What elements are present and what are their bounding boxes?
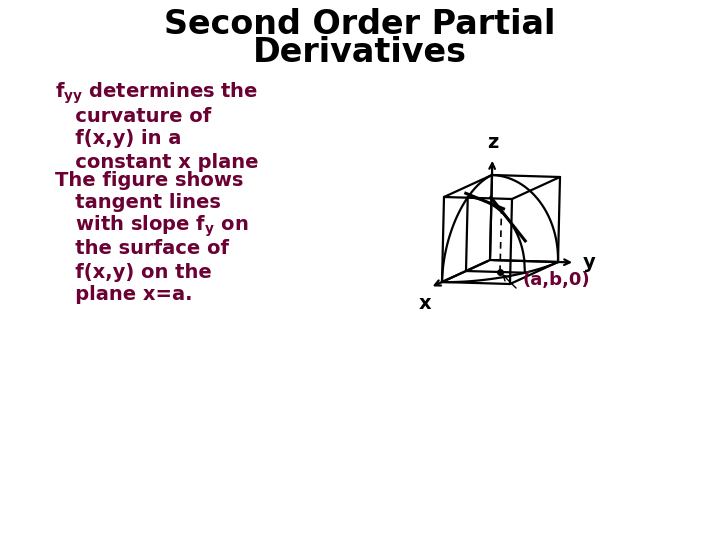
Text: f(x,y) on the: f(x,y) on the bbox=[55, 262, 212, 281]
Text: with slope f$_{\mathregular{y}}$ on: with slope f$_{\mathregular{y}}$ on bbox=[55, 213, 248, 239]
Text: plane x=a.: plane x=a. bbox=[55, 286, 192, 305]
Text: The figure shows: The figure shows bbox=[55, 171, 243, 190]
Text: f$_{\mathregular{yy}}$ determines the: f$_{\mathregular{yy}}$ determines the bbox=[55, 80, 258, 106]
Text: Second Order Partial: Second Order Partial bbox=[164, 9, 556, 42]
Text: the surface of: the surface of bbox=[55, 240, 229, 259]
Text: x: x bbox=[418, 294, 431, 313]
Text: constant x plane: constant x plane bbox=[55, 152, 258, 172]
Text: z: z bbox=[487, 133, 498, 152]
Text: y: y bbox=[582, 253, 595, 272]
Text: Derivatives: Derivatives bbox=[253, 36, 467, 69]
Text: (a,b,0): (a,b,0) bbox=[522, 271, 590, 289]
Text: curvature of: curvature of bbox=[55, 106, 211, 125]
Text: f(x,y) in a: f(x,y) in a bbox=[55, 130, 181, 148]
Text: tangent lines: tangent lines bbox=[55, 193, 221, 213]
